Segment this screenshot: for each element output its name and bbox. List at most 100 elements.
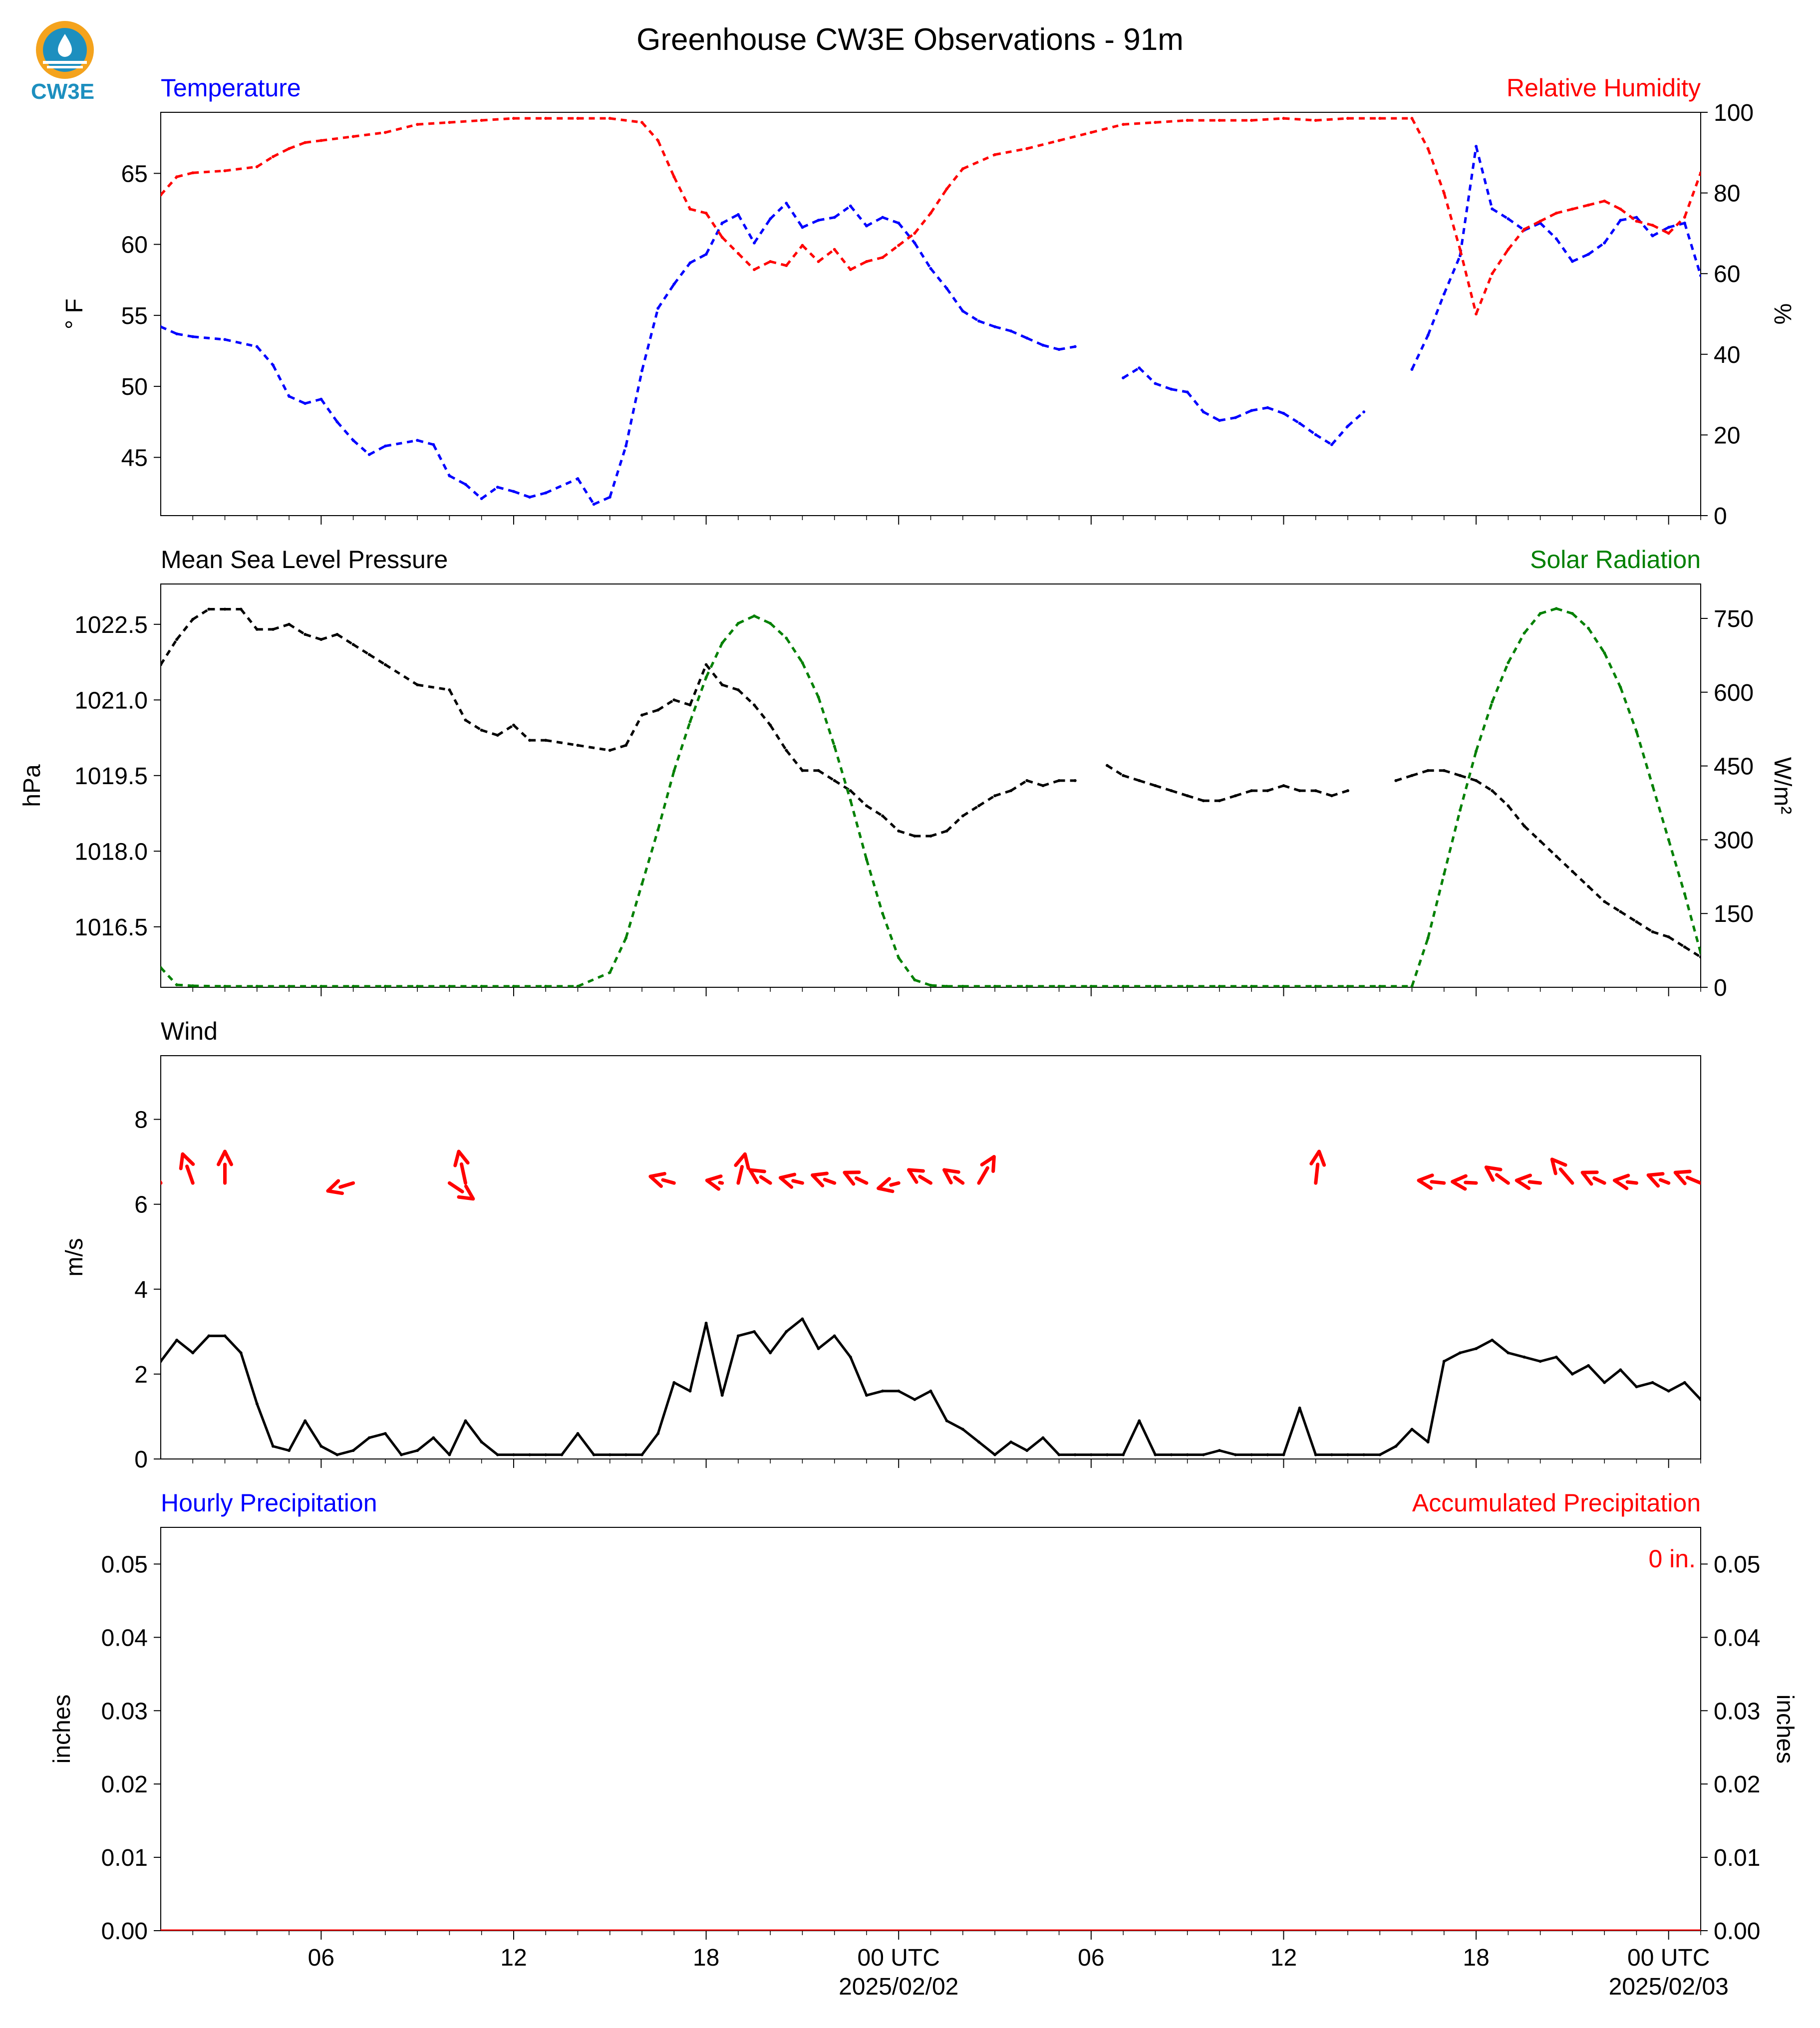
series-segment	[1443, 810, 1462, 874]
y-tick-label-left: 1019.5	[74, 763, 148, 790]
series-segment	[753, 1331, 772, 1354]
series-segment	[513, 490, 530, 499]
series-wind-speed	[161, 1317, 1701, 1456]
plot-frame	[160, 583, 1701, 988]
y-tick-label-left: 0.05	[101, 1551, 148, 1578]
series-segment	[1138, 1420, 1157, 1455]
y-tick-label-right: 450	[1714, 754, 1754, 780]
plot-area	[161, 607, 1701, 987]
series-segment	[465, 719, 483, 732]
series-segment	[753, 260, 771, 271]
series-segment	[929, 188, 948, 214]
y-axis-label-right: W/m²	[1769, 757, 1796, 815]
y-tick-label-left: 0.01	[101, 1845, 148, 1871]
series-segment	[673, 262, 691, 285]
series-segment	[321, 135, 353, 142]
series-segment	[737, 214, 756, 244]
panel-title-left: Wind	[161, 1017, 218, 1045]
series-segment	[176, 171, 193, 178]
series-segment	[1123, 121, 1156, 126]
series-segment	[753, 704, 772, 726]
series-segment	[1667, 216, 1686, 235]
series-segment	[1652, 930, 1669, 938]
y-tick-label-left: 0.00	[101, 1918, 148, 1945]
x-tick-label: 12	[500, 1945, 527, 1971]
series-segment	[882, 216, 900, 225]
series-segment	[369, 1432, 386, 1439]
series-segment	[914, 978, 931, 987]
series-segment	[785, 637, 804, 664]
x-tick-label: 00 UTC	[1627, 1945, 1710, 1971]
series-segment	[273, 1445, 290, 1452]
data-point	[1699, 951, 1701, 955]
series-segment	[225, 165, 258, 172]
series-segment	[352, 439, 370, 456]
series-segment	[497, 724, 515, 737]
wind-arrow	[1580, 1170, 1606, 1186]
series-segment	[624, 370, 643, 447]
series-segment	[1283, 412, 1300, 425]
series-segment	[336, 421, 354, 441]
series-segment	[834, 205, 852, 219]
y-tick-label-left: 0.04	[101, 1625, 148, 1651]
series-segment	[577, 1433, 595, 1456]
series-segment	[769, 202, 788, 220]
series-segment	[1604, 200, 1621, 211]
series-segment	[193, 169, 225, 174]
y-tick-label-left: 55	[121, 303, 148, 329]
y-tick-label-left: 4	[134, 1277, 148, 1303]
series-segment	[240, 1352, 259, 1405]
series-segment	[737, 689, 755, 706]
series-segment	[1379, 1445, 1397, 1456]
series-segment	[1122, 366, 1140, 379]
series-segment	[320, 1445, 338, 1456]
wind-arrow	[1484, 1165, 1510, 1185]
series-segment	[1603, 219, 1622, 244]
series-segment	[1411, 937, 1430, 987]
series-segment	[929, 1390, 948, 1422]
series-segment	[802, 219, 819, 229]
series-segment	[1603, 1369, 1621, 1384]
wind-arrow	[907, 1168, 932, 1185]
y-tick-label-right: 0.01	[1714, 1845, 1760, 1871]
series-segment	[1026, 139, 1060, 150]
series-segment	[866, 805, 884, 817]
series-segment	[962, 805, 980, 817]
series-segment	[1010, 329, 1028, 339]
series-segment	[1571, 612, 1589, 629]
y-tick-label-right: 600	[1714, 680, 1754, 706]
plot-frame	[160, 1527, 1701, 1931]
series-segment	[866, 216, 884, 227]
series-segment	[176, 332, 193, 338]
series-segment	[481, 729, 498, 737]
y-tick-label-left: 0	[134, 1447, 148, 1473]
wind-arrow	[447, 1181, 475, 1201]
panel-title-right: Accumulated Precipitation	[1412, 1489, 1701, 1517]
series-segment	[1203, 411, 1220, 422]
series-segment	[1619, 910, 1637, 923]
y-axis-label-left: hPa	[19, 764, 45, 807]
series-relative-humidity	[161, 117, 1701, 315]
series-segment	[336, 1449, 354, 1456]
series-segment	[1668, 222, 1685, 229]
logo-drop-icon	[58, 34, 72, 57]
x-tick-label: 12	[1270, 1945, 1297, 1971]
series-segment	[193, 335, 225, 341]
date-label: 2025/02/02	[839, 1974, 958, 2000]
series-segment	[656, 770, 675, 831]
series-segment	[1491, 1339, 1509, 1354]
series-segment	[785, 749, 804, 772]
series-segment	[1668, 935, 1686, 948]
series-segment	[416, 1437, 434, 1451]
series-segment	[1635, 216, 1654, 237]
panel-title-left: Hourly Precipitation	[161, 1489, 377, 1517]
y-tick-label-right: 0	[1714, 975, 1727, 1001]
wind-arrow	[748, 1168, 772, 1185]
series-segment	[1395, 774, 1413, 782]
series-segment	[785, 202, 804, 228]
series-segment	[898, 957, 916, 981]
panel-title-right: Relative Humidity	[1507, 74, 1701, 102]
series-segment	[881, 913, 900, 958]
series-segment	[432, 444, 451, 477]
wind-arrow	[161, 1179, 163, 1185]
